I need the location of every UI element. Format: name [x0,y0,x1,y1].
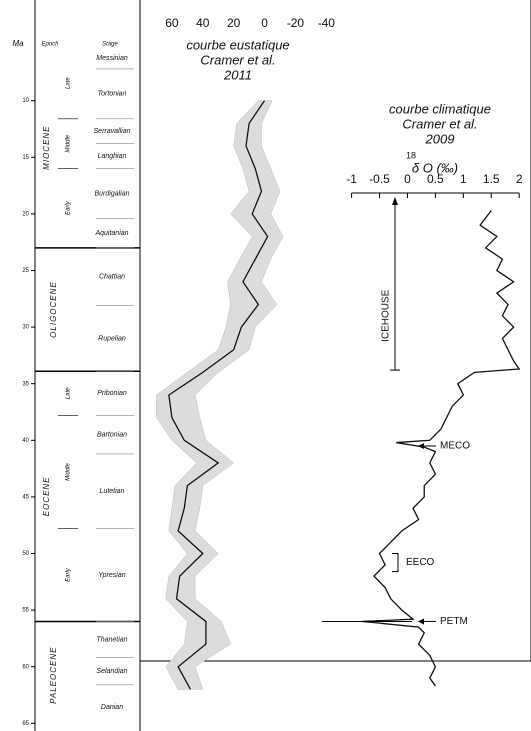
x-tick-label: -1 [346,172,357,186]
stage-name: Thanetian [96,636,127,643]
x-tick-label: 1.5 [483,172,500,186]
panel-title: Cramer et al. [200,52,275,67]
stage-name: Rupelian [98,335,126,342]
x-tick-label: -20 [287,16,305,30]
age-tick-label: 65 [22,721,29,727]
age-tick-label: 55 [22,608,29,614]
axis-label-superscript: 18 [406,150,416,160]
age-tick-label: 20 [22,211,29,217]
panel-title: Cramer et al. [402,116,477,131]
x-tick-label: 20 [227,16,241,30]
bracket [392,553,399,573]
subepoch-name: Early [66,200,72,215]
subepoch-name: Late [66,387,72,399]
x-tick-label: 0.5 [427,172,444,186]
annotation: ICEHOUSE [381,289,392,342]
x-tick-label: 40 [196,16,210,30]
panel-title: courbe eustatique [186,37,289,52]
panel-title: courbe climatique [389,101,491,116]
subepoch-name: Early [66,567,72,582]
subepoch-name: Middle [66,463,72,481]
x-tick-label: 60 [165,16,179,30]
age-tick-label: 15 [22,155,29,161]
stage-name: Serravallian [94,128,131,135]
annotation: PETM [440,616,468,627]
subepoch-name: Late [66,77,72,89]
stage-name: Bartonian [97,431,127,438]
stage-name: Messinian [96,55,128,62]
age-tick-label: 60 [22,664,29,670]
uncertainty-band [156,100,284,690]
annotation: EECO [406,557,435,568]
epoch-name: PALEOCENE [49,647,58,704]
subepoch-name: Middle [66,134,72,152]
strat-column: Ma Epoch Stage [12,0,531,731]
x-tick-label: 1 [460,172,467,186]
epoch-name: MIOCENE [42,125,51,169]
panel-title: 2009 [425,131,455,146]
curve [362,210,521,687]
x-tick-label: 0 [261,16,268,30]
age-tick-label: 40 [22,438,29,444]
stage-name: Pribonian [97,390,127,397]
arrowhead [418,442,424,449]
x-tick-label: 0 [404,172,411,186]
age-tick-label: 35 [22,381,29,387]
stage-name: Burdigalian [94,190,129,197]
epoch-name: OLIGOCENE [49,281,58,338]
age-tick-label: 25 [22,268,29,274]
stage-name: Aquitanian [94,230,128,237]
age-tick-label: 30 [22,325,29,331]
stage-name: Lutetian [100,488,125,495]
age-tick-label: 50 [22,551,29,557]
x-tick-label: 2 [516,172,523,186]
arrowhead [392,197,398,205]
x-tick-label: -0.5 [369,172,390,186]
arrowhead [418,618,424,625]
stage-header: Stage [102,42,118,48]
stage-name: Tortonian [98,91,127,98]
stage-name: Ypresian [98,572,125,579]
stage-name: Danian [101,704,123,711]
stage-name: Chattian [99,274,125,281]
stage-name: Langhian [98,153,127,160]
epoch-name: EOCENE [42,476,51,516]
age-tick-label: 45 [22,494,29,500]
annotation: MECO [440,441,470,452]
x-tick-label: -40 [318,16,336,30]
curve [168,100,269,690]
age-tick-label: 10 [22,98,29,104]
epoch-header: Epoch [41,42,59,48]
stage-name: Selandian [96,668,127,675]
panel-title: 2011 [223,67,252,82]
age-header: Ma [12,39,24,48]
axis-label: δ O (‰) [412,160,458,175]
